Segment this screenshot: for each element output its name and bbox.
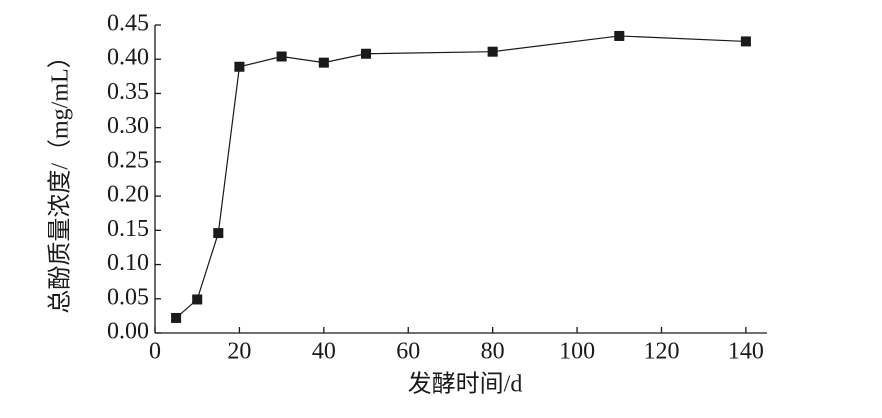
data-point xyxy=(171,312,182,323)
y-axis-label: 总酚质量浓度/（mg/mL） xyxy=(47,44,74,313)
y-tick-label: 0.40 xyxy=(107,45,149,71)
data-point xyxy=(740,36,751,47)
y-tick-label: 0.20 xyxy=(107,182,149,208)
x-tick-label: 20 xyxy=(227,339,251,365)
x-tick-label: 140 xyxy=(728,339,764,365)
y-tick-label: 0.00 xyxy=(107,319,149,345)
data-point xyxy=(276,51,287,62)
x-tick-label: 80 xyxy=(481,339,505,365)
x-axis-label: 发酵时间/d xyxy=(408,371,523,398)
data-point xyxy=(192,294,203,305)
x-tick-label: 120 xyxy=(643,339,679,365)
x-tick-label: 0 xyxy=(149,339,161,365)
x-tick-label: 60 xyxy=(396,339,420,365)
data-point xyxy=(487,46,498,57)
data-point xyxy=(318,57,329,68)
data-point xyxy=(614,30,625,41)
data-line xyxy=(175,35,746,319)
y-tick-label: 0.35 xyxy=(107,79,149,105)
y-tick-label: 0.10 xyxy=(107,250,149,276)
y-tick-label: 0.30 xyxy=(107,113,149,139)
y-tick-label: 0.15 xyxy=(107,216,149,242)
data-point xyxy=(213,228,224,239)
y-tick-label: 0.05 xyxy=(107,284,149,310)
x-tick-label: 100 xyxy=(559,339,595,365)
data-point xyxy=(234,61,245,72)
y-tick-label: 0.45 xyxy=(107,11,149,37)
y-tick-label: 0.25 xyxy=(107,147,149,173)
data-point xyxy=(361,48,372,59)
x-tick-label: 40 xyxy=(312,339,336,365)
